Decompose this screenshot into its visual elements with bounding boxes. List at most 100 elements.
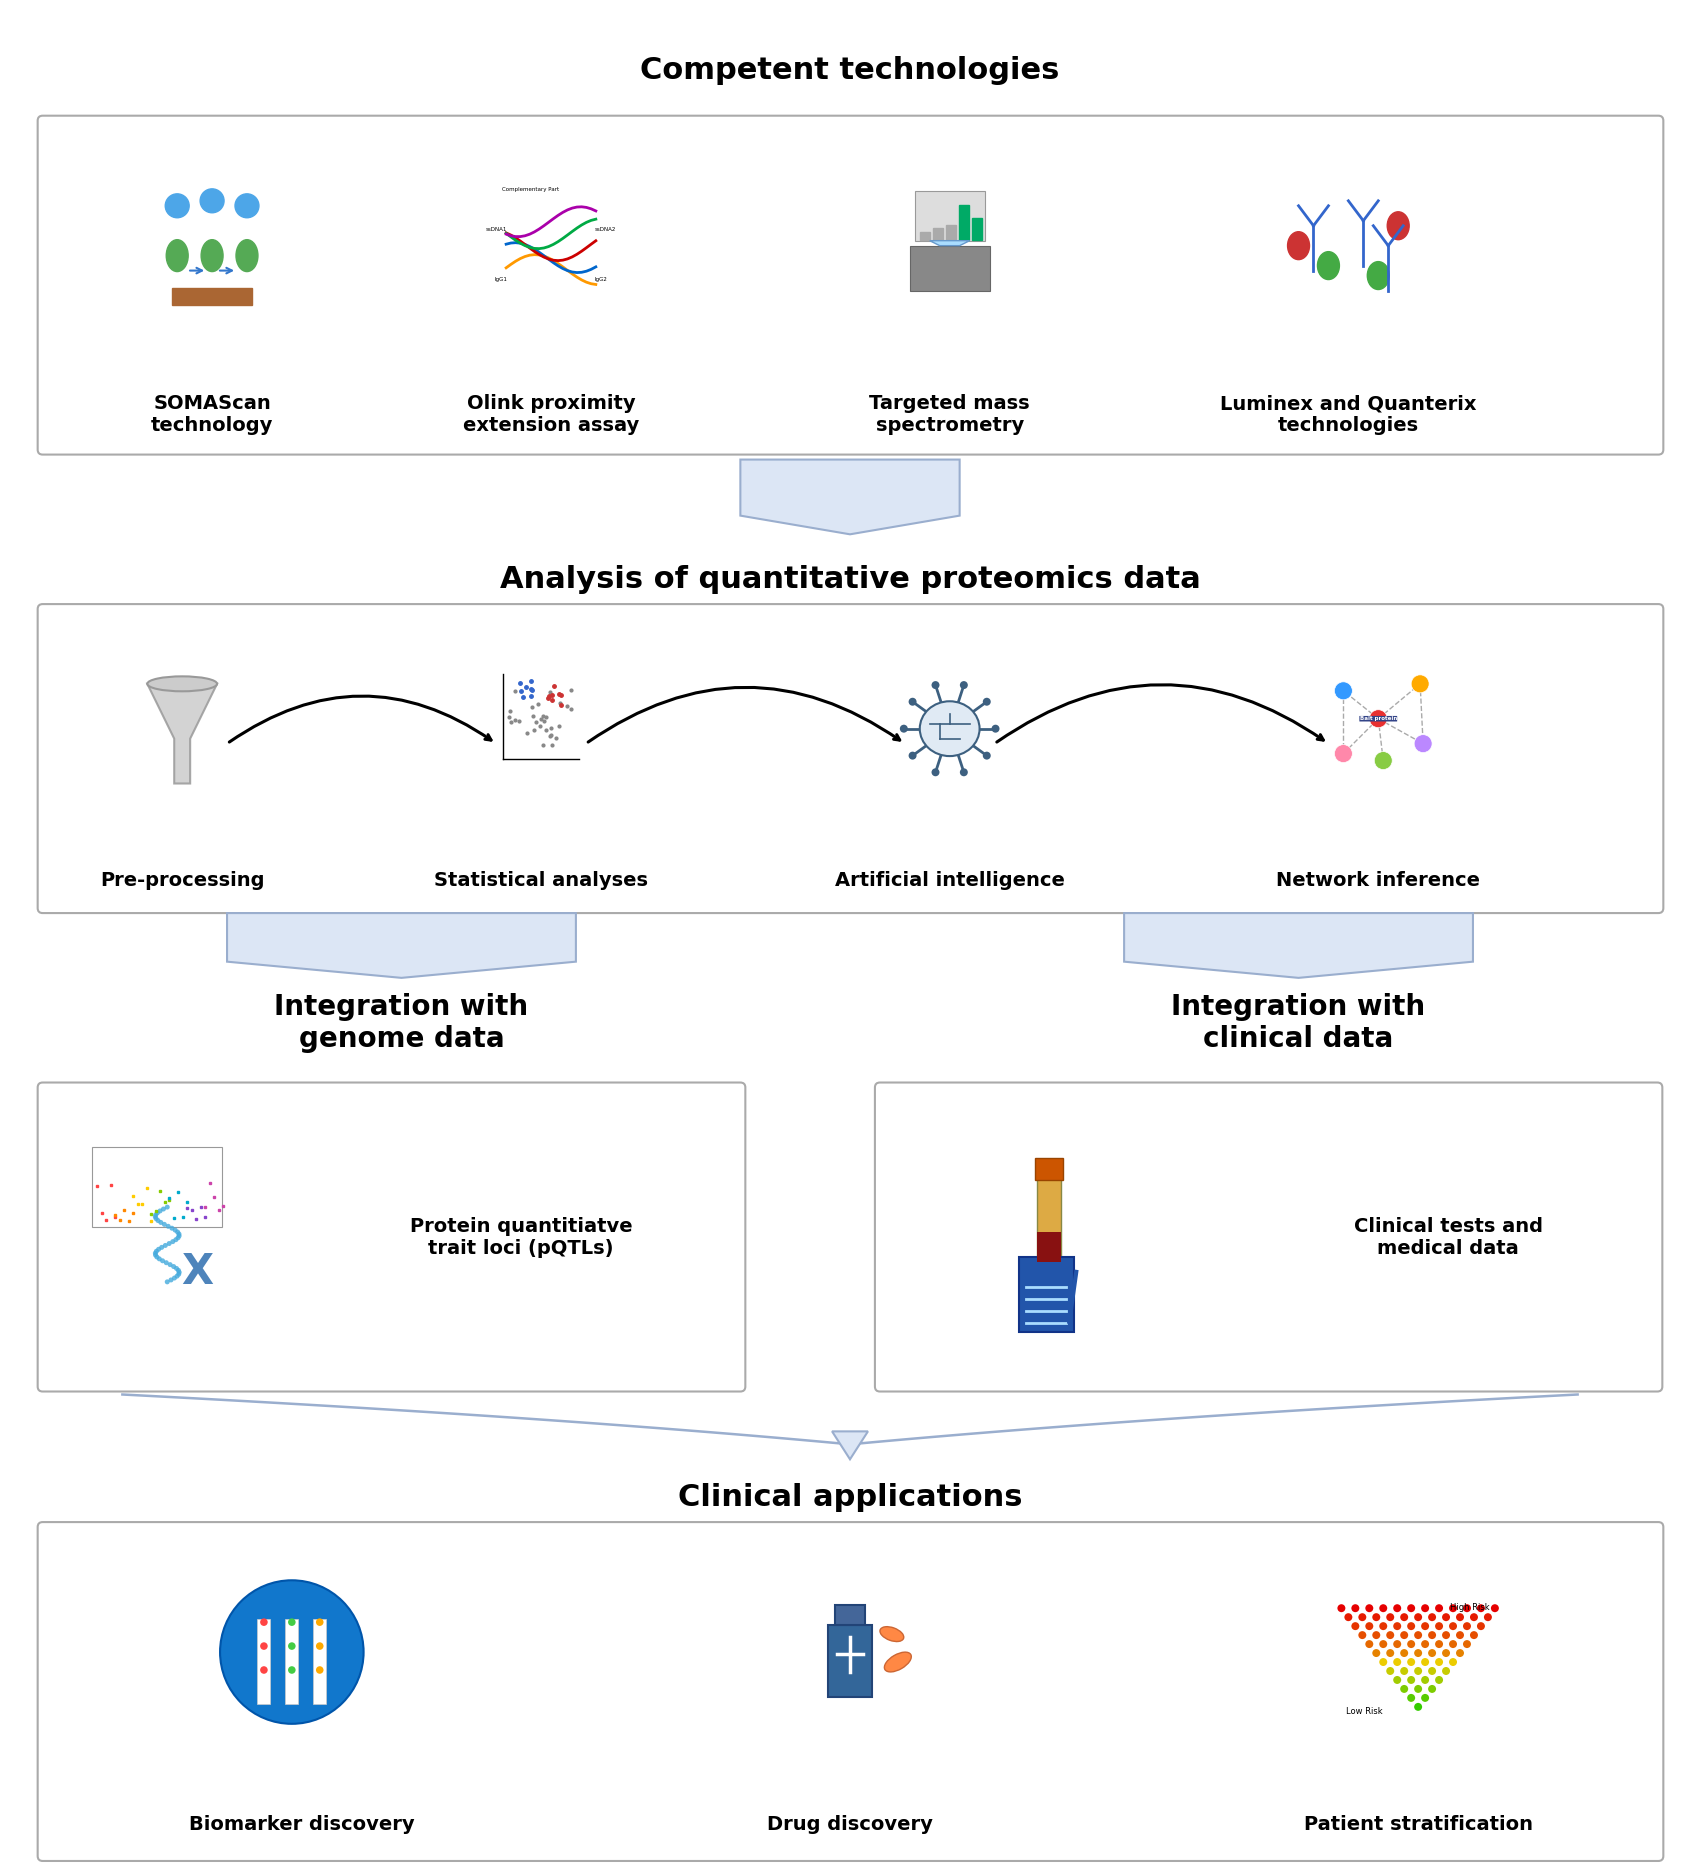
Circle shape	[168, 1262, 172, 1268]
Polygon shape	[1124, 912, 1473, 978]
Text: ssDNA2: ssDNA2	[595, 227, 616, 232]
Circle shape	[992, 725, 1000, 732]
Bar	[1038, 1178, 1061, 1262]
Ellipse shape	[201, 240, 223, 272]
Circle shape	[959, 768, 968, 775]
Circle shape	[1463, 1641, 1471, 1648]
Ellipse shape	[236, 240, 259, 272]
Circle shape	[1373, 1631, 1380, 1639]
Text: Olink proximity
extension assay: Olink proximity extension assay	[463, 393, 640, 435]
Circle shape	[1442, 1648, 1449, 1658]
Text: Competent technologies: Competent technologies	[640, 56, 1060, 86]
Text: Protein quantitiatve
trait loci (pQTLs): Protein quantitiatve trait loci (pQTLs)	[410, 1217, 633, 1257]
Ellipse shape	[920, 701, 980, 757]
Circle shape	[175, 1229, 180, 1234]
Circle shape	[235, 193, 259, 217]
Text: Clinical tests and
medical data: Clinical tests and medical data	[1354, 1217, 1543, 1257]
Circle shape	[1449, 1622, 1458, 1630]
Circle shape	[1334, 682, 1352, 701]
Circle shape	[1436, 1622, 1442, 1630]
Text: Targeted mass
spectrometry: Targeted mass spectrometry	[869, 393, 1031, 435]
Circle shape	[1463, 1603, 1471, 1613]
Circle shape	[1380, 1658, 1388, 1665]
Circle shape	[1429, 1648, 1436, 1658]
Text: Biomarker discovery: Biomarker discovery	[189, 1815, 415, 1834]
Circle shape	[1420, 1693, 1429, 1703]
Circle shape	[1414, 1631, 1422, 1639]
Text: High Risk: High Risk	[1449, 1603, 1490, 1613]
FancyBboxPatch shape	[37, 1523, 1664, 1862]
Circle shape	[932, 682, 939, 689]
Circle shape	[1490, 1603, 1499, 1613]
Bar	[959, 204, 968, 240]
Circle shape	[1442, 1631, 1449, 1639]
Circle shape	[1373, 1613, 1380, 1622]
Bar	[910, 245, 990, 290]
Circle shape	[1414, 1686, 1422, 1693]
Circle shape	[260, 1643, 267, 1650]
Text: ssDNA1: ssDNA1	[485, 227, 507, 232]
Circle shape	[1407, 1641, 1415, 1648]
Bar	[1019, 1257, 1075, 1332]
Circle shape	[1386, 1667, 1395, 1674]
Circle shape	[165, 1279, 170, 1285]
Circle shape	[172, 1264, 177, 1270]
Bar	[971, 217, 981, 240]
Circle shape	[1366, 1622, 1373, 1630]
Polygon shape	[832, 1431, 868, 1459]
Circle shape	[1393, 1622, 1402, 1630]
Circle shape	[1407, 1658, 1415, 1665]
Circle shape	[1374, 751, 1391, 770]
Bar	[920, 232, 930, 240]
Circle shape	[1449, 1603, 1458, 1613]
Circle shape	[219, 1581, 364, 1723]
Circle shape	[1337, 1603, 1345, 1613]
Circle shape	[1414, 1613, 1422, 1622]
Circle shape	[1456, 1631, 1465, 1639]
Circle shape	[287, 1667, 296, 1674]
FancyBboxPatch shape	[37, 116, 1664, 455]
Bar	[915, 191, 985, 240]
Circle shape	[1369, 710, 1388, 729]
Circle shape	[983, 699, 990, 706]
Circle shape	[163, 1261, 168, 1264]
Circle shape	[155, 1249, 158, 1253]
Circle shape	[174, 1238, 179, 1242]
FancyBboxPatch shape	[37, 1083, 745, 1392]
Circle shape	[1429, 1613, 1436, 1622]
Bar	[172, 288, 252, 305]
Bar	[946, 225, 956, 240]
Circle shape	[1393, 1658, 1402, 1665]
Ellipse shape	[885, 1652, 912, 1673]
Circle shape	[1407, 1603, 1415, 1613]
Polygon shape	[226, 912, 577, 978]
Circle shape	[1380, 1622, 1388, 1630]
Circle shape	[316, 1667, 323, 1674]
Text: Artificial intelligence: Artificial intelligence	[835, 871, 1065, 890]
Circle shape	[201, 189, 225, 214]
Text: Integration with
genome data: Integration with genome data	[274, 993, 529, 1053]
Circle shape	[1366, 1603, 1373, 1613]
Circle shape	[316, 1618, 323, 1626]
Circle shape	[1407, 1693, 1415, 1703]
Circle shape	[287, 1618, 296, 1626]
Circle shape	[900, 725, 908, 732]
Bar	[284, 1618, 298, 1704]
Circle shape	[174, 1266, 179, 1272]
Circle shape	[1442, 1667, 1449, 1674]
Circle shape	[1414, 1648, 1422, 1658]
Circle shape	[153, 1216, 158, 1221]
Text: Luminex and Quanterix
technologies: Luminex and Quanterix technologies	[1220, 393, 1476, 435]
Circle shape	[1436, 1641, 1442, 1648]
Circle shape	[1400, 1667, 1408, 1674]
Circle shape	[155, 1210, 160, 1216]
Circle shape	[1470, 1613, 1478, 1622]
Circle shape	[1407, 1622, 1415, 1630]
Circle shape	[172, 1276, 177, 1281]
Circle shape	[287, 1643, 296, 1650]
FancyBboxPatch shape	[37, 605, 1664, 912]
Circle shape	[1400, 1686, 1408, 1693]
Text: Complementary Part: Complementary Part	[502, 187, 560, 191]
Text: SOMAScan
technology: SOMAScan technology	[151, 393, 274, 435]
Bar	[932, 229, 942, 240]
